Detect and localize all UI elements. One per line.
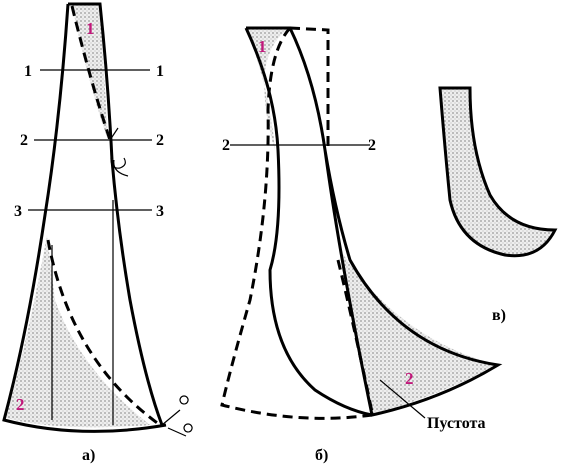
line-label: 2 (156, 132, 164, 149)
panel-b: 2 2 1 2 Пустота б) (220, 26, 503, 464)
line-label: 2 (222, 137, 230, 154)
region-label: 2 (405, 369, 414, 388)
line-label: 1 (24, 63, 32, 80)
region-label: 1 (86, 19, 95, 38)
region-label: 2 (16, 395, 25, 414)
caption: в) (492, 307, 506, 324)
line-label: 3 (14, 203, 22, 220)
panel-a: 1 1 2 2 3 3 1 2 а) (2, 2, 193, 464)
caption: б) (315, 447, 328, 464)
line-label: 3 (156, 203, 164, 220)
caption: а) (82, 447, 95, 464)
panel-c: в) (438, 86, 558, 324)
annotation: Пустота (427, 415, 486, 432)
line-label: 1 (156, 63, 164, 80)
line-label: 2 (368, 137, 376, 154)
region-label: 1 (258, 37, 267, 56)
line-label: 2 (20, 132, 28, 149)
